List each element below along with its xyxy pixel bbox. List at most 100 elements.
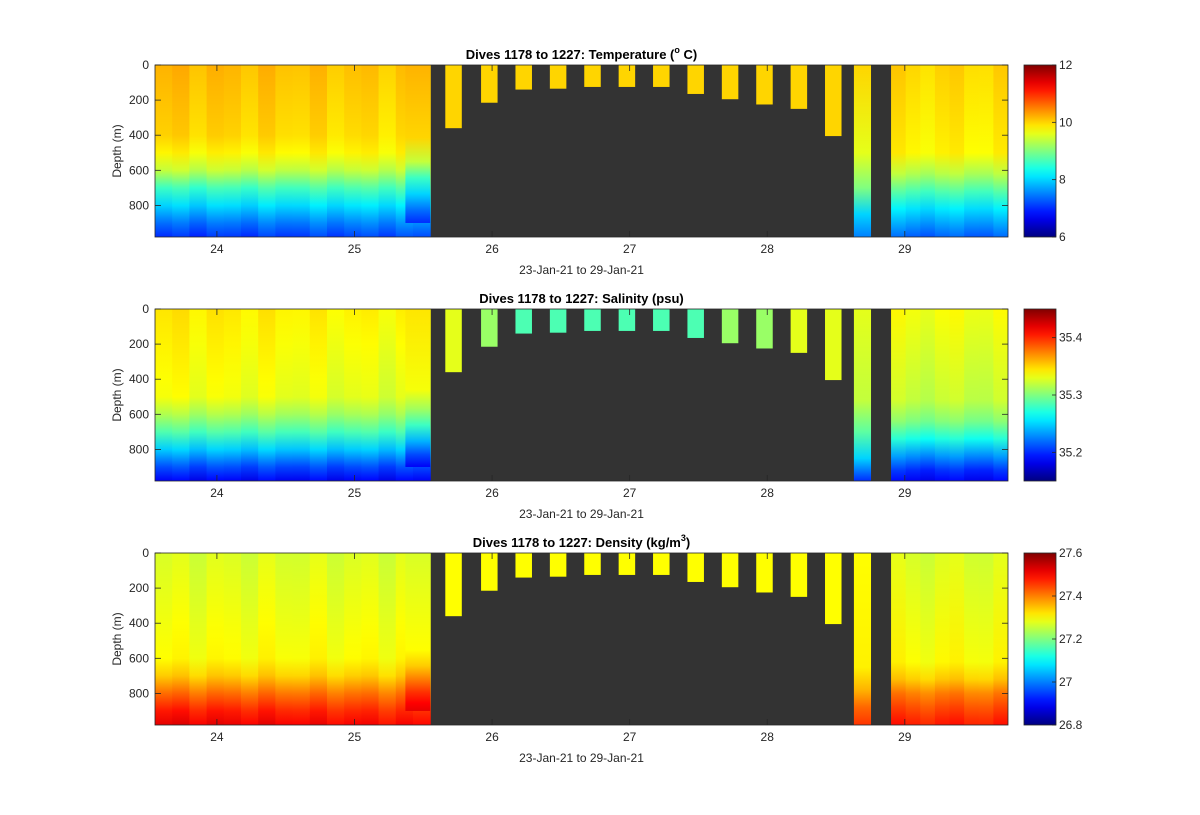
- dive-profile: [275, 65, 294, 237]
- colorbar-tick-label: 8: [1059, 173, 1066, 187]
- chart-title: Dives 1178 to 1227: Temperature (o C): [466, 45, 697, 62]
- panel-2: 24 25 26 27 28 29 0 200 400 600 800 Dives 1178 to 1…: [110, 533, 1083, 765]
- dive-profile: [891, 553, 907, 725]
- dive-profile: [721, 65, 739, 100]
- dive-profile: [445, 65, 462, 129]
- dive-profile: [978, 309, 994, 481]
- x-tick-label: 25: [348, 486, 362, 500]
- dive-profile: [584, 65, 601, 87]
- dive-profile: [240, 553, 259, 725]
- dive-profile: [189, 65, 208, 237]
- dive-profile: [853, 65, 872, 237]
- x-tick-label: 27: [623, 730, 637, 744]
- dive-profile: [155, 553, 173, 725]
- dive-profile: [549, 65, 567, 89]
- dive-profile: [949, 309, 965, 481]
- dive-profile: [223, 553, 242, 725]
- dive-profile: [653, 309, 670, 331]
- dive-profile: [155, 309, 173, 481]
- y-tick-label: 600: [129, 163, 149, 177]
- dive-profile: [920, 65, 936, 237]
- dive-profile: [206, 65, 225, 237]
- dive-profile: [618, 553, 636, 575]
- dive-profile: [223, 309, 242, 481]
- profiles: [155, 309, 1008, 481]
- y-tick-label: 400: [129, 616, 149, 630]
- axes-box: [154, 308, 1009, 482]
- dive-profile: [721, 553, 739, 588]
- x-tick-label: 26: [485, 242, 499, 256]
- x-tick-label: 28: [761, 486, 775, 500]
- profiles: [155, 553, 1008, 725]
- colorbar: [1023, 552, 1057, 726]
- dive-profile: [309, 553, 328, 725]
- dive-profile: [993, 65, 1008, 237]
- dive-profile: [618, 65, 636, 87]
- dive-profile: [515, 553, 532, 578]
- axes-box: [154, 64, 1009, 238]
- dive-profile: [258, 309, 276, 481]
- dive-profile: [258, 553, 276, 725]
- dive-profile: [853, 309, 872, 481]
- y-tick-label: 0: [142, 58, 149, 72]
- dive-profile: [949, 553, 965, 725]
- colorbar: [1023, 308, 1057, 482]
- dive-profile: [653, 553, 670, 575]
- dive-profile: [292, 553, 311, 725]
- y-tick-label: 0: [142, 546, 149, 560]
- profiles: [155, 65, 1008, 237]
- dive-profile: [825, 553, 842, 625]
- dive-profile: [378, 309, 397, 481]
- dive-profile: [361, 309, 380, 481]
- x-tick-label: 29: [898, 730, 912, 744]
- dive-profile: [891, 65, 907, 237]
- x-tick-label: 24: [210, 242, 224, 256]
- dive-profile: [756, 65, 773, 105]
- dive-profile: [405, 65, 431, 223]
- dive-profile: [905, 309, 921, 481]
- dive-profile: [949, 65, 965, 237]
- dive-profile: [993, 309, 1008, 481]
- dive-profile: [790, 553, 808, 597]
- dive-profile: [653, 65, 670, 87]
- dive-profile: [206, 553, 225, 725]
- dive-profile: [309, 65, 328, 237]
- chart-title: Dives 1178 to 1227: Salinity (psu): [479, 291, 683, 306]
- x-tick-label: 24: [210, 486, 224, 500]
- dive-profile: [978, 65, 994, 237]
- dive-profile: [326, 309, 345, 481]
- colorbar-tick-label: 27.2: [1059, 632, 1083, 646]
- x-axis-label: 23-Jan-21 to 29-Jan-21: [519, 507, 644, 521]
- colorbar-tick-label: 27.4: [1059, 589, 1083, 603]
- dive-profile: [481, 309, 498, 347]
- dive-profile: [964, 309, 980, 481]
- dive-profile: [825, 309, 842, 381]
- y-axis-label: Depth (m): [110, 124, 124, 177]
- dive-profile: [326, 553, 345, 725]
- x-tick-label: 28: [761, 730, 775, 744]
- x-tick-label: 29: [898, 242, 912, 256]
- dive-profile: [721, 309, 739, 344]
- dive-profile: [920, 553, 936, 725]
- dive-profile: [292, 65, 311, 237]
- dive-profile: [172, 65, 190, 237]
- dive-profile: [275, 553, 294, 725]
- dive-profile: [405, 553, 431, 711]
- dive-profile: [378, 553, 397, 725]
- y-tick-label: 600: [129, 651, 149, 665]
- dive-profile: [618, 309, 636, 331]
- colorbar-tick-label: 6: [1059, 230, 1066, 244]
- dive-profile: [825, 65, 842, 137]
- dive-profile: [934, 553, 951, 725]
- dive-profile: [378, 65, 397, 237]
- dive-profile: [445, 553, 462, 617]
- dive-profile: [790, 309, 808, 353]
- dive-profile: [481, 65, 498, 103]
- dive-profile: [978, 553, 994, 725]
- colorbar-tick-label: 26.8: [1059, 718, 1083, 732]
- y-tick-label: 600: [129, 407, 149, 421]
- dive-profile: [515, 65, 532, 90]
- x-tick-label: 29: [898, 486, 912, 500]
- y-axis-label: Depth (m): [110, 612, 124, 665]
- colorbar: [1023, 64, 1057, 238]
